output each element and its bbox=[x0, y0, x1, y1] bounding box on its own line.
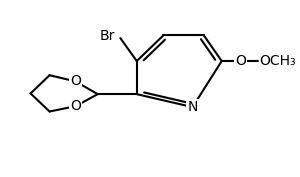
Text: N: N bbox=[187, 100, 198, 114]
Text: O: O bbox=[70, 99, 81, 113]
Text: O: O bbox=[235, 54, 246, 68]
Text: O: O bbox=[70, 74, 81, 88]
Text: Br: Br bbox=[100, 29, 115, 43]
Text: OCH₃: OCH₃ bbox=[259, 54, 296, 68]
